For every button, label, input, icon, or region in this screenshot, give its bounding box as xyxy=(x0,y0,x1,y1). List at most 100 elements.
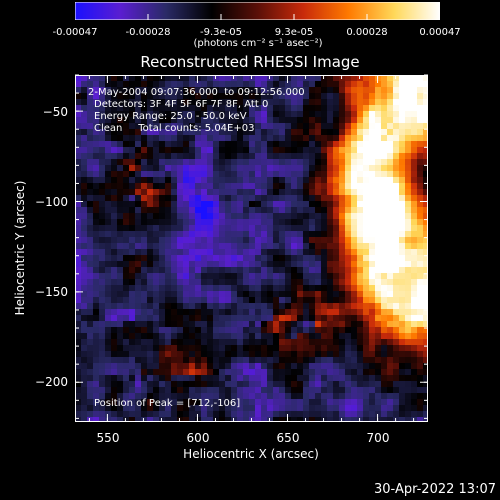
heatmap-cell xyxy=(189,165,196,172)
heatmap-cell xyxy=(249,321,256,328)
heatmap-cell xyxy=(333,129,340,136)
heatmap-cell xyxy=(405,147,412,154)
heatmap-cell xyxy=(363,129,370,136)
heatmap-cell xyxy=(375,375,382,382)
heatmap-cell xyxy=(207,99,214,106)
heatmap-cell xyxy=(129,147,136,154)
heatmap-cell xyxy=(309,399,316,406)
heatmap-cell xyxy=(291,351,298,358)
heatmap-cell xyxy=(177,315,184,322)
heatmap-cell xyxy=(315,123,322,130)
heatmap-cell xyxy=(339,93,346,100)
heatmap-cell xyxy=(159,81,166,88)
heatmap-cell xyxy=(171,285,178,292)
heatmap-cell xyxy=(267,129,274,136)
heatmap-cell xyxy=(87,159,94,166)
heatmap-cell xyxy=(195,123,202,130)
heatmap-cell xyxy=(153,297,160,304)
heatmap-cell xyxy=(297,249,304,256)
heatmap-cell xyxy=(213,345,220,352)
heatmap-cell xyxy=(357,81,364,88)
heatmap-cell xyxy=(267,159,274,166)
heatmap-cell xyxy=(351,201,358,208)
heatmap-cell xyxy=(195,291,202,298)
heatmap-cell xyxy=(75,261,82,268)
heatmap-cell xyxy=(417,243,424,250)
heatmap-cell xyxy=(339,105,346,112)
heatmap-cell xyxy=(225,285,232,292)
heatmap-cell xyxy=(81,219,88,226)
heatmap-cell xyxy=(255,285,262,292)
heatmap-cell xyxy=(135,249,142,256)
heatmap-cell xyxy=(141,411,148,418)
heatmap-cell xyxy=(363,195,370,202)
heatmap-cell xyxy=(123,255,130,262)
heatmap-cell xyxy=(141,327,148,334)
heatmap-cell xyxy=(171,147,178,154)
heatmap-cell xyxy=(297,159,304,166)
heatmap-cell xyxy=(225,375,232,382)
heatmap-cell xyxy=(261,369,268,376)
heatmap-cell xyxy=(375,99,382,106)
heatmap-cell xyxy=(321,87,328,94)
heatmap-cell xyxy=(351,417,358,422)
heatmap-cell xyxy=(351,99,358,106)
heatmap-cell xyxy=(303,315,310,322)
heatmap-cell xyxy=(255,213,262,220)
heatmap-cell xyxy=(171,411,178,418)
heatmap-cell xyxy=(351,177,358,184)
heatmap-cell xyxy=(423,237,428,244)
heatmap-cell xyxy=(219,405,226,412)
heatmap-cell xyxy=(375,327,382,334)
heatmap-cell xyxy=(75,255,82,262)
heatmap-cell xyxy=(231,135,238,142)
heatmap-cell xyxy=(183,279,190,286)
heatmap-cell xyxy=(87,309,94,316)
heatmap-cell xyxy=(159,147,166,154)
heatmap-cell xyxy=(375,195,382,202)
heatmap-cell xyxy=(363,345,370,352)
heatmap-cell xyxy=(327,93,334,100)
heatmap-cell xyxy=(261,285,268,292)
heatmap-cell xyxy=(351,261,358,268)
heatmap-cell xyxy=(327,297,334,304)
heatmap-cell xyxy=(267,135,274,142)
heatmap-cell xyxy=(189,411,196,418)
heatmap-cell xyxy=(327,279,334,286)
heatmap-cell xyxy=(327,117,334,124)
heatmap-cell xyxy=(315,417,322,422)
heatmap-cell xyxy=(249,387,256,394)
heatmap-cell xyxy=(111,369,118,376)
heatmap-cell xyxy=(141,243,148,250)
heatmap-cell xyxy=(291,99,298,106)
heatmap-cell xyxy=(309,411,316,418)
heatmap-cell xyxy=(309,171,316,178)
heatmap-cell xyxy=(195,243,202,250)
heatmap-cell xyxy=(303,219,310,226)
heatmap-cell xyxy=(411,141,418,148)
heatmap-cell xyxy=(93,111,100,118)
heatmap-cell xyxy=(393,75,400,82)
heatmap-cell xyxy=(129,87,136,94)
heatmap-cell xyxy=(405,183,412,190)
heatmap-cell xyxy=(333,273,340,280)
heatmap-cell xyxy=(129,225,136,232)
heatmap-cell xyxy=(249,75,256,82)
heatmap-cell xyxy=(153,231,160,238)
heatmap-cell xyxy=(381,369,388,376)
heatmap-cell xyxy=(405,273,412,280)
heatmap-cell xyxy=(261,375,268,382)
heatmap-cell xyxy=(309,261,316,268)
heatmap-cell xyxy=(153,87,160,94)
heatmap-cell xyxy=(297,345,304,352)
heatmap-cell xyxy=(405,291,412,298)
heatmap-cell xyxy=(207,207,214,214)
heatmap-cell xyxy=(351,303,358,310)
heatmap-cell xyxy=(273,339,280,346)
heatmap-cell xyxy=(87,381,94,388)
heatmap-cell xyxy=(135,219,142,226)
heatmap-cell xyxy=(93,207,100,214)
heatmap-cell xyxy=(231,339,238,346)
heatmap-cell xyxy=(327,237,334,244)
heatmap-cell xyxy=(117,357,124,364)
